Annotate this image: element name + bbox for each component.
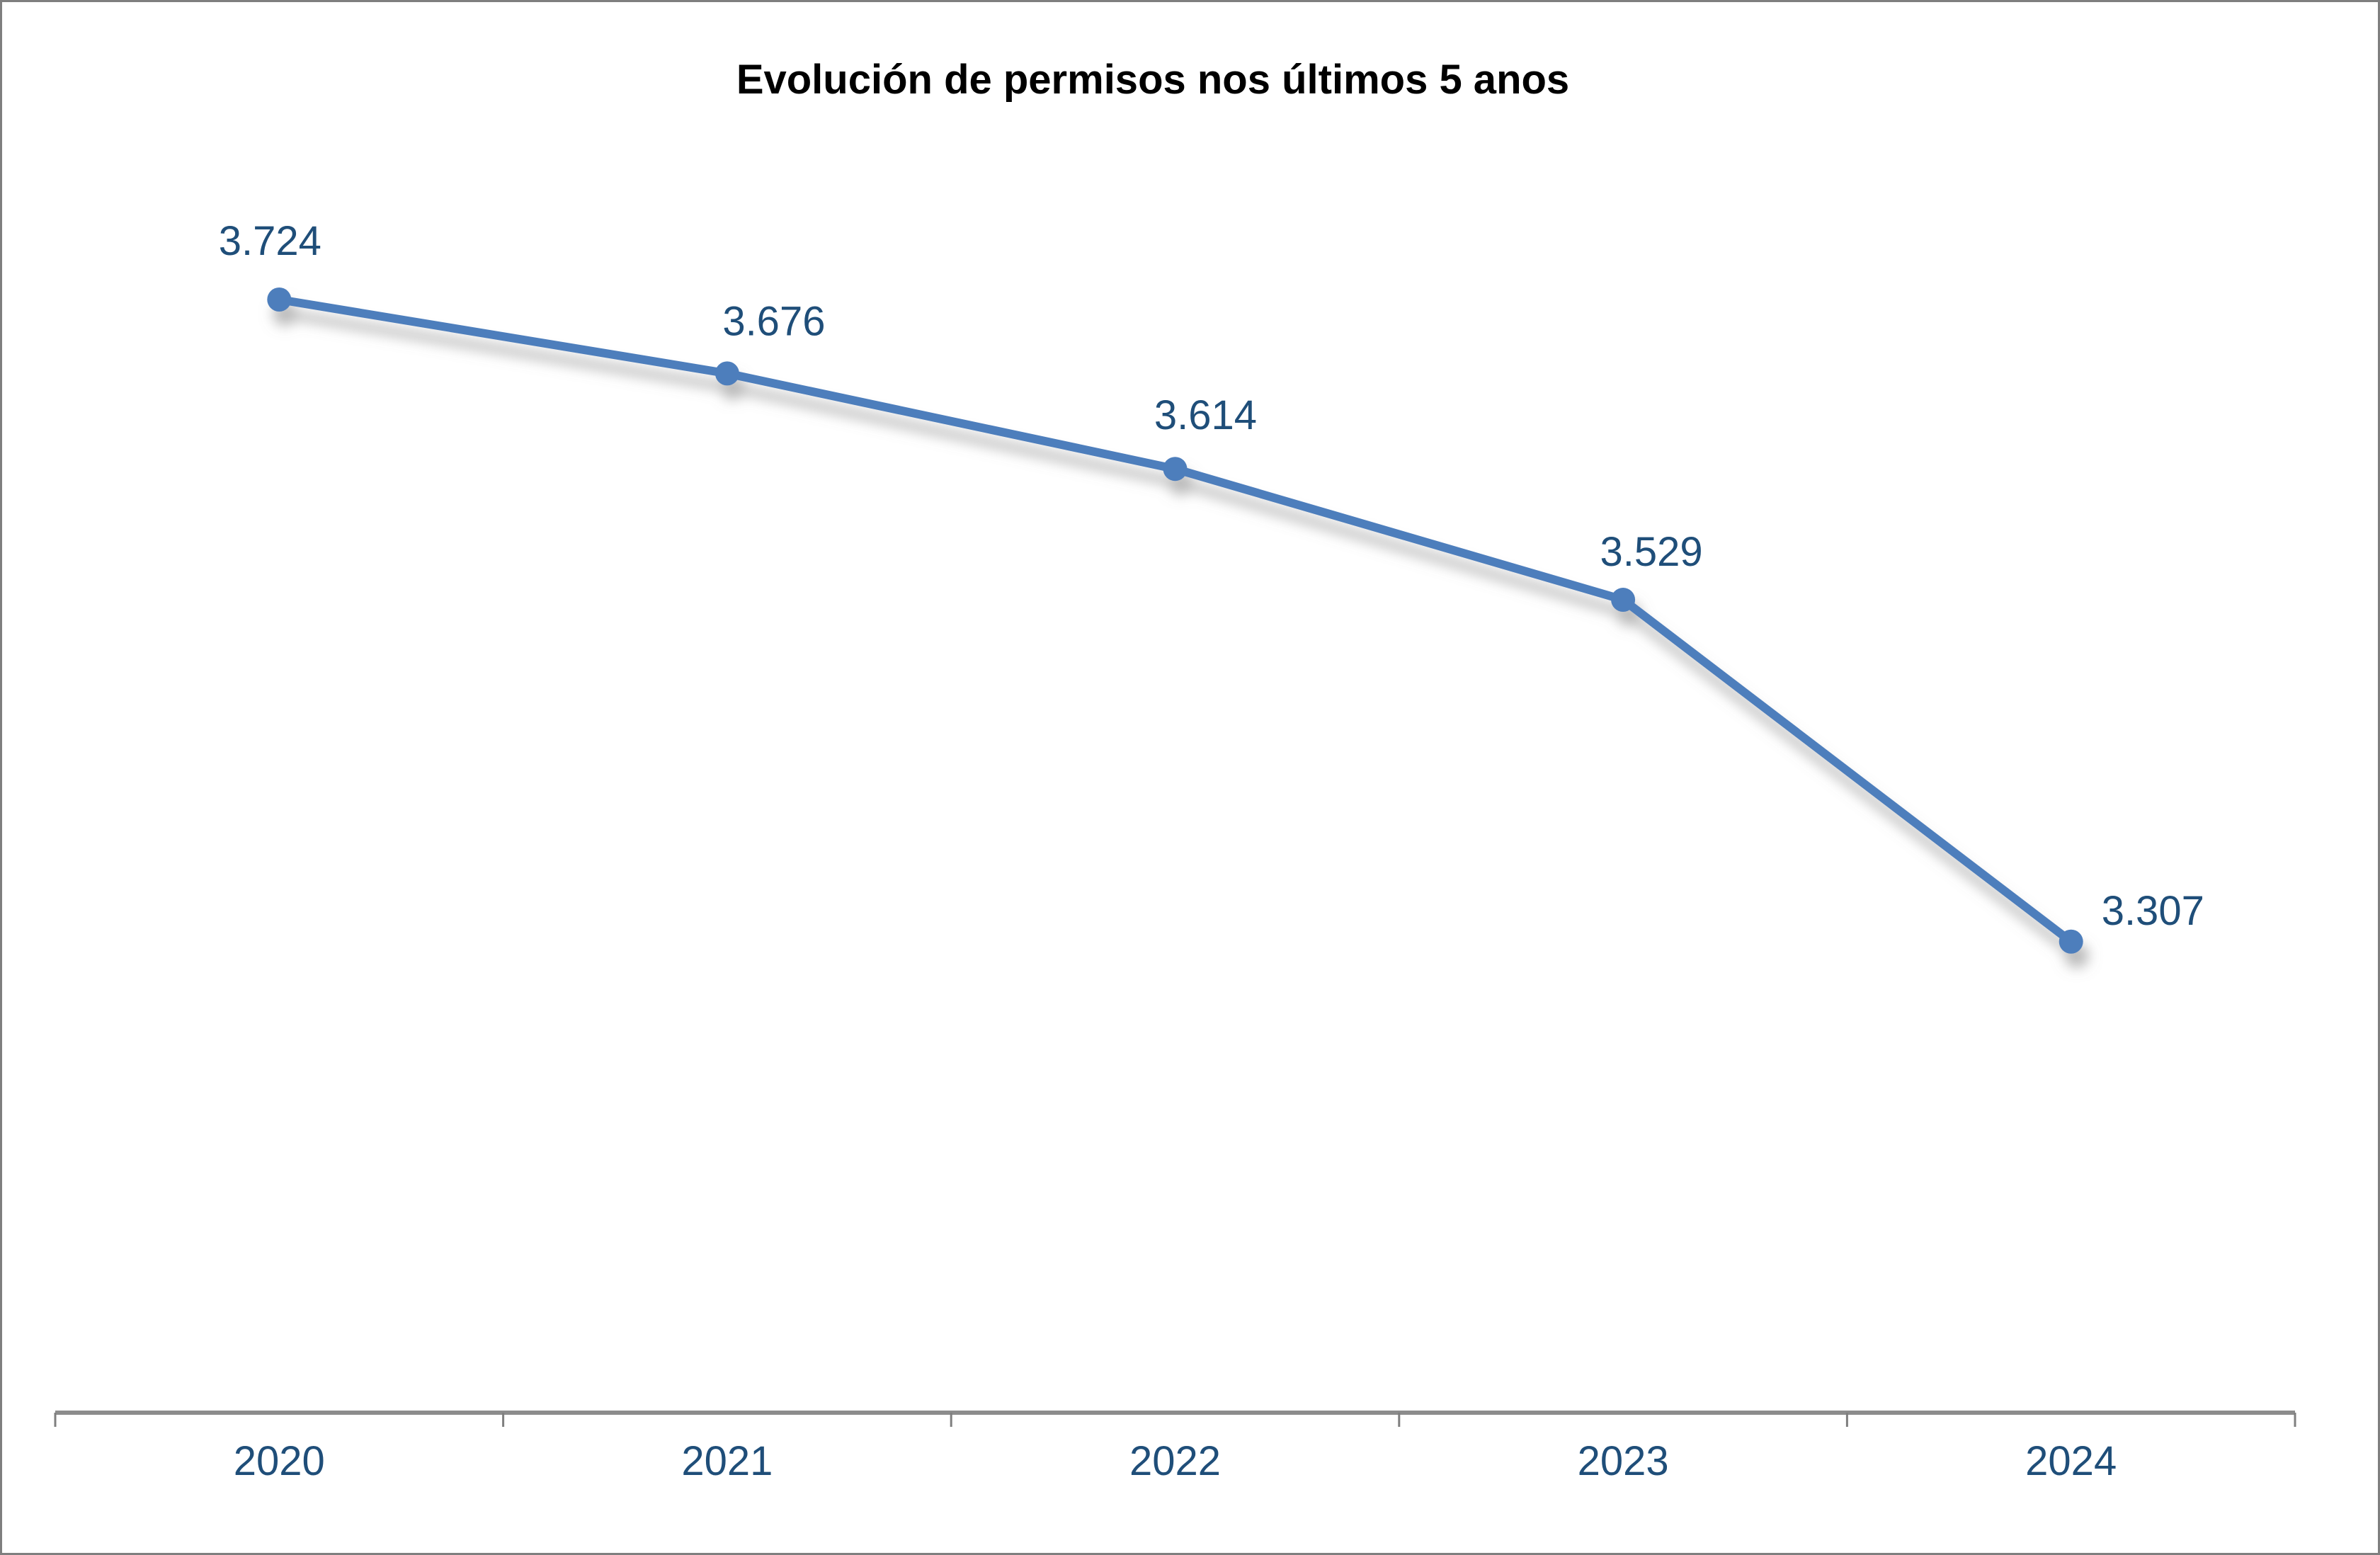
data-label: 3.676 xyxy=(722,298,825,344)
data-label: 3.529 xyxy=(1600,529,1703,575)
data-point-marker xyxy=(267,287,292,312)
data-labels: 3.724 3.676 3.614 3.529 3.307 xyxy=(219,218,2204,934)
x-axis-label: 2021 xyxy=(681,1438,773,1484)
x-axis xyxy=(54,1411,2296,1427)
data-point-marker xyxy=(1163,457,1188,482)
data-label: 3.724 xyxy=(219,218,321,264)
chart-title: Evolución de permisos nos últimos 5 anos xyxy=(736,57,1570,103)
data-point-marker xyxy=(2059,929,2083,954)
data-series-line xyxy=(267,287,2083,954)
x-axis-label: 2023 xyxy=(1578,1438,1669,1484)
data-point-marker xyxy=(1611,588,1636,613)
x-axis-label: 2022 xyxy=(1129,1438,1221,1484)
data-point-marker xyxy=(714,361,739,386)
data-label: 3.614 xyxy=(1154,392,1257,438)
data-label: 3.307 xyxy=(2102,888,2204,934)
x-axis-labels: 2020 2021 2022 2023 2024 xyxy=(234,1438,2117,1484)
x-axis-label: 2024 xyxy=(2025,1438,2117,1484)
x-axis-label: 2020 xyxy=(234,1438,325,1484)
